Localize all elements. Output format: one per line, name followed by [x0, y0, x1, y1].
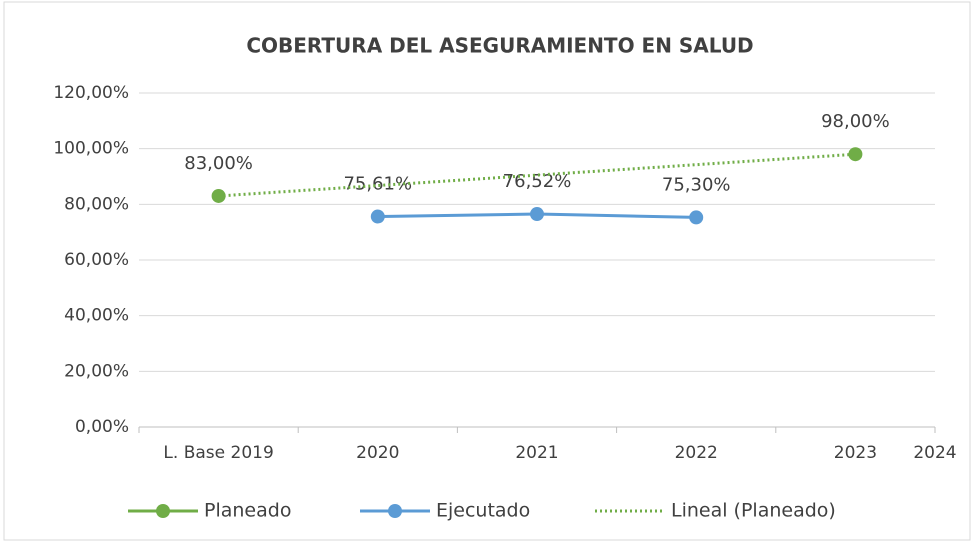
y-tick-label: 20,00%	[64, 361, 129, 381]
x-tick-label: 2020	[356, 443, 399, 463]
point	[370, 209, 385, 224]
data-label: 75,30%	[662, 174, 731, 195]
point	[689, 210, 704, 225]
x-tick-label: 2021	[515, 443, 558, 463]
point	[848, 147, 863, 162]
trend-line	[218, 152, 856, 198]
y-tick-label: 0,00%	[75, 417, 129, 437]
data-label: 75,61%	[343, 174, 412, 195]
x-tick-label: 2023	[834, 443, 877, 463]
legend-marker	[156, 504, 170, 518]
legend-marker	[388, 504, 402, 518]
y-tick-label: 120,00%	[53, 83, 129, 103]
data-label: 98,00%	[821, 111, 890, 132]
point	[530, 207, 544, 222]
y-tick-label: 80,00%	[64, 194, 129, 214]
x-tick-label: 2024	[913, 443, 956, 463]
legend-label: Planeado	[204, 500, 291, 522]
chart-title: COBERTURA DEL ASEGURAMIENTO EN SALUD	[246, 34, 753, 58]
y-tick-label: 100,00%	[53, 139, 129, 159]
y-tick-label: 40,00%	[64, 306, 129, 326]
chart-border	[3, 1, 971, 541]
data-label: 76,52%	[503, 171, 572, 192]
x-tick-label: 2022	[675, 443, 718, 463]
legend-label: Lineal (Planeado)	[671, 500, 836, 522]
legend-label: Ejecutado	[436, 500, 530, 522]
x-tick-label: L. Base 2019	[163, 443, 273, 463]
y-tick-label: 60,00%	[64, 250, 129, 270]
data-label: 83,00%	[184, 153, 253, 174]
